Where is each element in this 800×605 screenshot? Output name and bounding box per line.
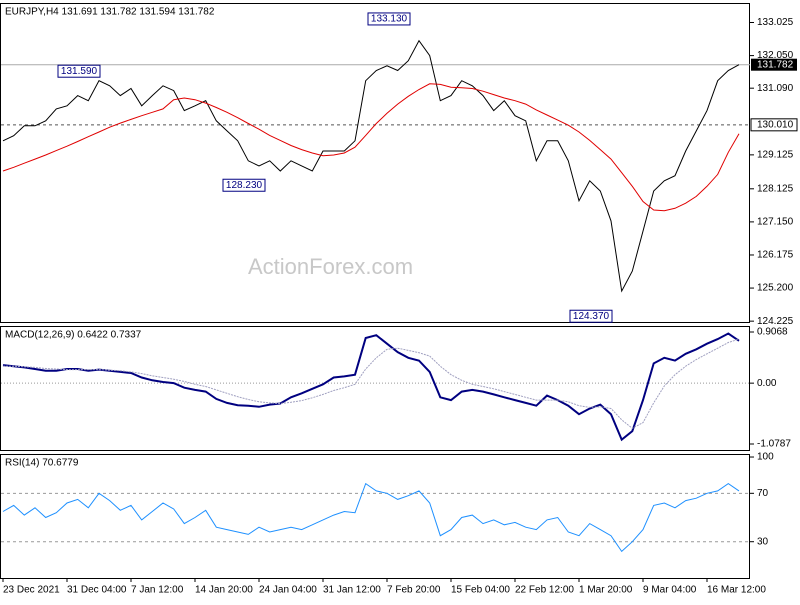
panel — [0, 326, 750, 451]
annotation: 128.230 — [226, 180, 263, 191]
y-tick-label: 133.025 — [757, 17, 794, 28]
series-line — [2, 332, 740, 442]
panel-title: MACD(12,26,9) 0.6422 0.7337 — [5, 330, 142, 341]
watermark: ActionForex.com — [248, 254, 413, 279]
y-tick-label: 131.090 — [757, 83, 794, 94]
y-tick-label: 30 — [757, 536, 769, 547]
x-tick-label: 1 Mar 20:00 — [579, 585, 633, 596]
x-tick-label: 15 Feb 04:00 — [451, 585, 510, 596]
annotation: 124.370 — [573, 311, 610, 322]
annotation: 133.130 — [371, 14, 408, 25]
x-tick-label: 31 Dec 04:00 — [67, 585, 127, 596]
level-label: 130.010 — [757, 119, 794, 130]
series-line — [2, 39, 740, 293]
x-tick-label: 16 Mar 12:00 — [707, 585, 766, 596]
level-label-box — [750, 118, 798, 132]
price-label-box — [751, 58, 797, 71]
annotation: 131.590 — [61, 66, 98, 77]
panel-title: RSI(14) 70.6779 — [5, 458, 79, 469]
y-tick-label: 0.00 — [757, 378, 777, 389]
x-tick-label: 22 Feb 12:00 — [515, 585, 574, 596]
x-tick-label: 7 Feb 20:00 — [387, 585, 441, 596]
y-tick-label: 0.9068 — [757, 327, 788, 338]
y-tick-label: 126.175 — [757, 250, 794, 261]
panel — [0, 3, 750, 323]
panel — [0, 454, 750, 579]
x-tick-label: 14 Jan 20:00 — [195, 585, 253, 596]
panel-title: EURJPY,H4 131.691 131.782 131.594 131.78… — [5, 7, 215, 18]
y-tick-label: 132.050 — [757, 50, 794, 61]
y-tick-label: 124.225 — [757, 316, 794, 327]
annotation-box — [367, 12, 411, 26]
y-tick-label: 129.125 — [757, 150, 794, 161]
x-tick-label: 9 Mar 04:00 — [643, 585, 697, 596]
annotation-box — [569, 309, 613, 323]
y-tick-label: 100 — [757, 452, 774, 463]
y-tick-label: -1.0787 — [757, 439, 791, 450]
y-tick-label: 125.200 — [757, 283, 794, 294]
x-tick-label: 31 Jan 12:00 — [323, 585, 381, 596]
x-tick-label: 23 Dec 2021 — [3, 585, 60, 596]
current-price-label: 131.782 — [757, 59, 794, 70]
y-tick-label: 128.125 — [757, 183, 794, 194]
y-tick-label: 127.150 — [757, 217, 794, 228]
y-tick-label: 70 — [757, 488, 769, 499]
annotation-box — [222, 178, 266, 192]
annotation-box — [57, 64, 101, 78]
x-tick-label: 7 Jan 12:00 — [131, 585, 184, 596]
series-line — [2, 482, 740, 553]
x-tick-label: 24 Jan 04:00 — [259, 585, 317, 596]
series-line — [3, 338, 740, 429]
series-line — [2, 83, 740, 212]
